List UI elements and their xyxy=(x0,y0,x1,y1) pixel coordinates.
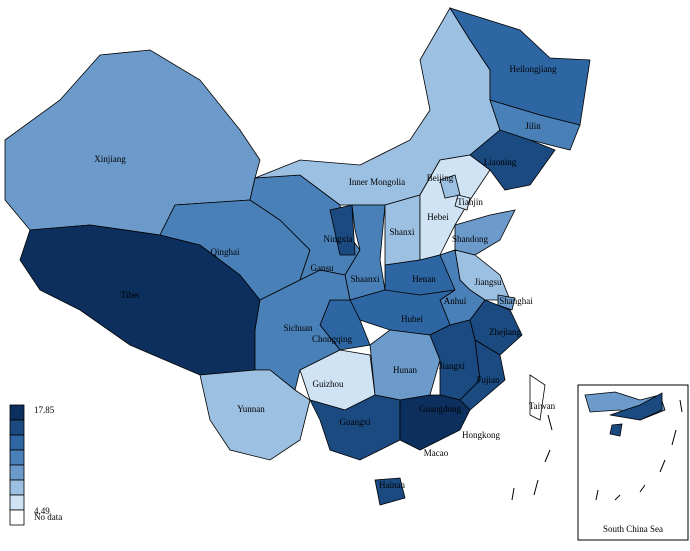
legend-max: 17.85 xyxy=(34,405,55,415)
region-label: Shandong xyxy=(452,234,489,244)
region-label: Fujian xyxy=(476,375,500,385)
region-label: Yunnan xyxy=(237,404,265,414)
region-label: Guizhou xyxy=(313,379,344,389)
region-label: Hubei xyxy=(401,314,423,324)
region xyxy=(439,174,461,199)
legend-swatch xyxy=(9,479,25,496)
legend-swatch xyxy=(9,449,25,466)
legend-swatch xyxy=(9,494,25,511)
region-label: Qinghai xyxy=(211,247,240,257)
region xyxy=(309,394,401,461)
region-label: Hebei xyxy=(427,212,449,222)
region xyxy=(529,374,546,421)
region-label: Beijing xyxy=(427,173,454,183)
region-label: Gansu xyxy=(311,263,334,273)
region-label: Xinjiang xyxy=(94,154,126,164)
region-label: Ningxia xyxy=(324,234,353,244)
region-label: Chongqing xyxy=(312,334,353,344)
inset-frame xyxy=(577,384,689,541)
region-label: Tianjin xyxy=(457,197,483,207)
region xyxy=(399,394,471,451)
region xyxy=(349,289,456,336)
region xyxy=(199,369,311,461)
region-label: Hainan xyxy=(379,480,405,490)
region xyxy=(454,209,516,256)
legend-swatch xyxy=(9,419,25,436)
city-label: Macao xyxy=(424,448,449,458)
region-label: Jiangxi xyxy=(439,361,465,371)
region-label: Tibet xyxy=(121,290,140,300)
region xyxy=(454,194,471,211)
region-label: Hunan xyxy=(393,365,417,375)
region-label: Zhejiang xyxy=(489,327,521,337)
inset-label: South China Sea xyxy=(603,524,663,534)
inset-land xyxy=(609,392,663,421)
region-label: Anhui xyxy=(444,296,467,306)
inset-island xyxy=(609,423,623,437)
region xyxy=(497,294,516,311)
region-label: Shanghai xyxy=(499,296,533,306)
region-label: Guangxi xyxy=(340,417,371,427)
region xyxy=(329,204,356,256)
city-label: Hongkong xyxy=(462,430,500,440)
boundary-dashes xyxy=(511,399,683,501)
region-label: Henan xyxy=(412,274,436,284)
region-label: Taiwan xyxy=(529,401,556,411)
legend-swatch xyxy=(9,434,25,451)
region-label: Heilongjiang xyxy=(510,64,557,74)
legend-swatch xyxy=(9,404,25,421)
legend-no-data: No data xyxy=(34,512,62,522)
region-label: Liaoning xyxy=(484,157,517,167)
region-label: Jilin xyxy=(525,121,541,131)
legend-min: 4.49 xyxy=(34,506,50,516)
legend-swatch xyxy=(9,464,25,481)
region-label: Jiangsu xyxy=(475,277,503,287)
region xyxy=(374,477,406,506)
region-label: Sichuan xyxy=(284,323,313,333)
region-label: Shaanxi xyxy=(351,274,380,284)
region-label: Inner Mongolia xyxy=(349,177,405,187)
region-label: Guangdong xyxy=(419,404,461,414)
region-label: Shanxi xyxy=(389,227,415,237)
legend-swatch xyxy=(9,509,25,526)
